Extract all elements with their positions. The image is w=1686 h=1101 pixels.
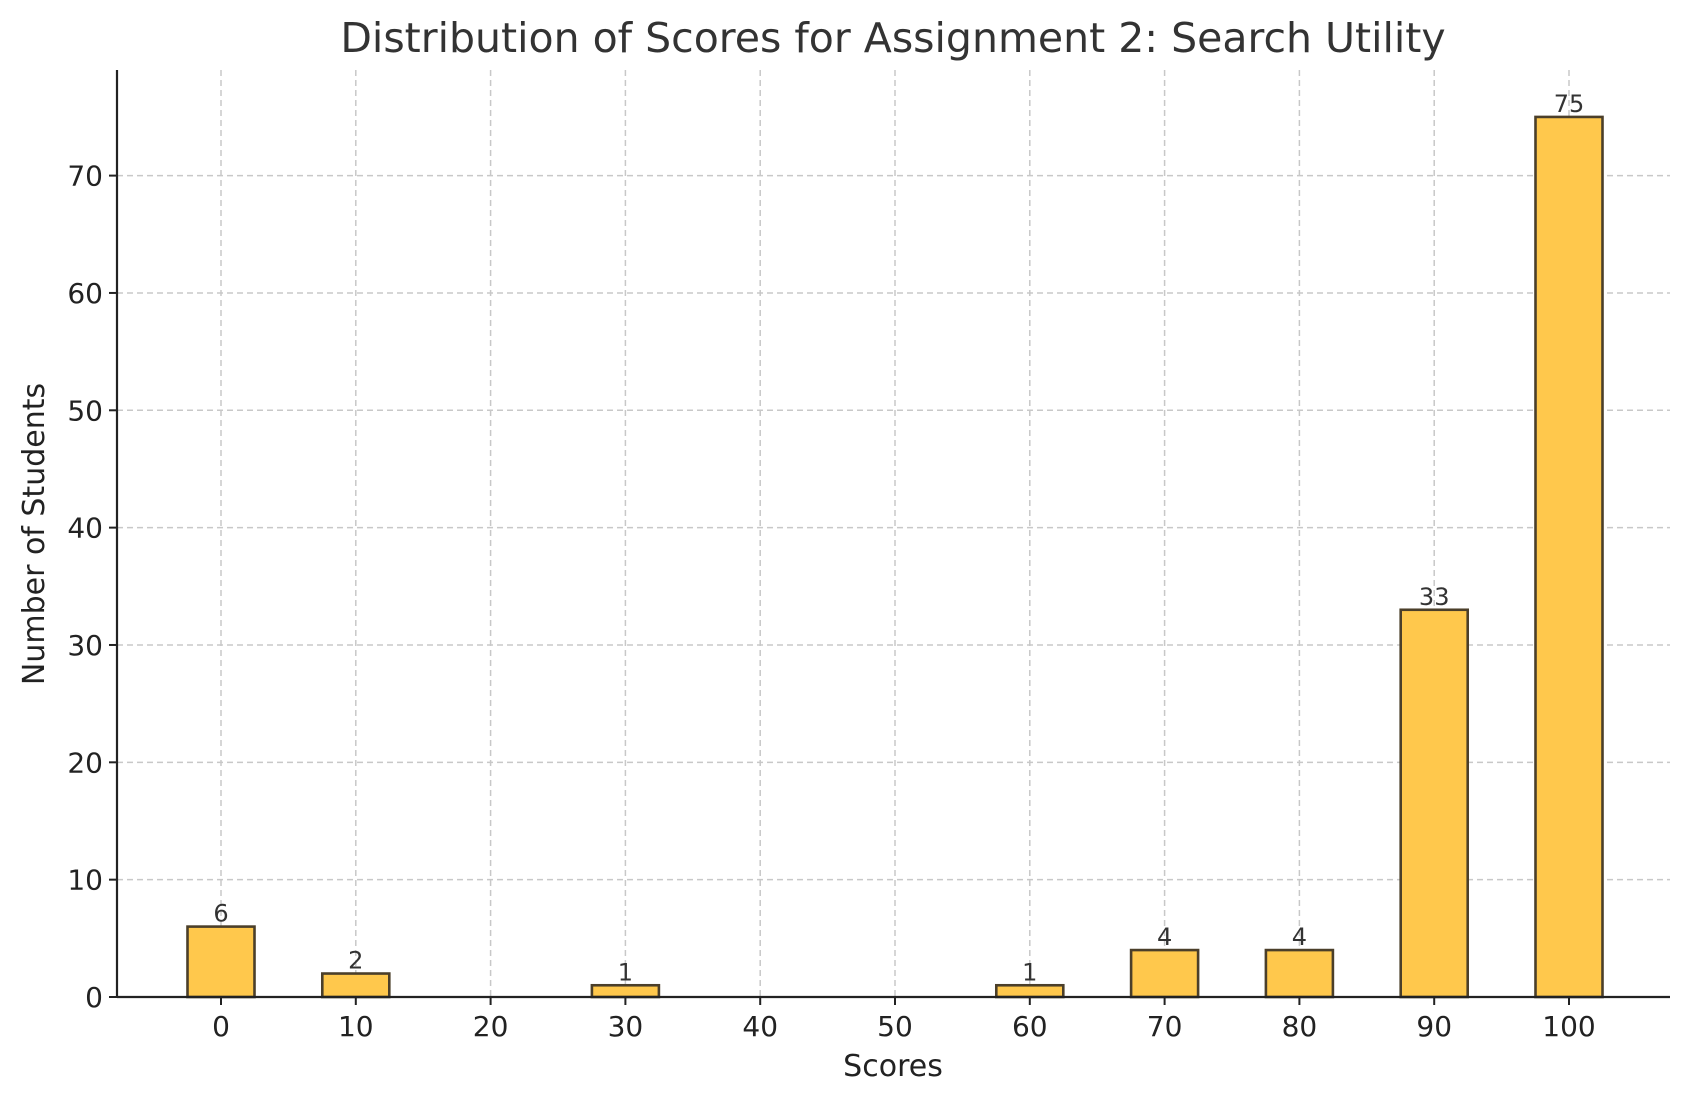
bar-value-labels: 6 2 1 1 4 4 33 75 <box>213 90 1584 986</box>
y-tick-label: 70 <box>67 160 103 193</box>
x-tick-label: 20 <box>473 1010 509 1043</box>
y-tick-label: 50 <box>67 394 103 427</box>
y-tick-label: 10 <box>67 864 103 897</box>
y-axis-label: Number of Students <box>17 383 52 685</box>
ticks: 0 10 20 30 40 50 60 70 80 90 100 0 10 20 30 40 50 60 70 <box>67 160 1595 1043</box>
bar-score-100 <box>1534 115 1604 999</box>
bar-score-10 <box>320 972 391 999</box>
x-tick-label: 100 <box>1542 1010 1595 1043</box>
bar-score-0 <box>186 925 256 999</box>
y-tick-label: 0 <box>85 981 103 1014</box>
bar-score-70 <box>1129 948 1200 999</box>
x-tick-label: 90 <box>1416 1010 1452 1043</box>
bar-score-60 <box>994 983 1065 999</box>
x-tick-label: 0 <box>212 1010 230 1043</box>
bar-value-label: 4 <box>1292 923 1307 951</box>
bar-score-90 <box>1399 608 1469 999</box>
x-tick-label: 60 <box>1012 1010 1048 1043</box>
axes <box>115 70 1670 999</box>
bar-value-label: 6 <box>213 900 228 928</box>
y-tick-label: 40 <box>67 512 103 545</box>
bar-value-label: 4 <box>1157 923 1172 951</box>
x-tick-label: 10 <box>338 1010 374 1043</box>
x-tick-label: 50 <box>877 1010 913 1043</box>
bar-value-label: 1 <box>618 958 633 986</box>
x-tick-label: 80 <box>1282 1010 1318 1043</box>
bar-score-80 <box>1264 948 1335 999</box>
bar-value-label: 33 <box>1419 583 1450 611</box>
bar-score-30 <box>590 983 661 999</box>
x-tick-label: 40 <box>742 1010 778 1043</box>
bar-value-label: 1 <box>1022 958 1037 986</box>
chart-title: Distribution of Scores for Assignment 2:… <box>340 14 1445 62</box>
x-tick-label: 70 <box>1147 1010 1183 1043</box>
y-tick-label: 60 <box>67 277 103 310</box>
x-tick-label: 30 <box>608 1010 644 1043</box>
y-tick-label: 20 <box>67 746 103 779</box>
bars <box>186 115 1604 999</box>
bar-value-label: 2 <box>348 947 363 975</box>
y-tick-label: 30 <box>67 629 103 662</box>
bar-value-label: 75 <box>1554 90 1585 118</box>
x-axis-label: Scores <box>843 1049 943 1084</box>
